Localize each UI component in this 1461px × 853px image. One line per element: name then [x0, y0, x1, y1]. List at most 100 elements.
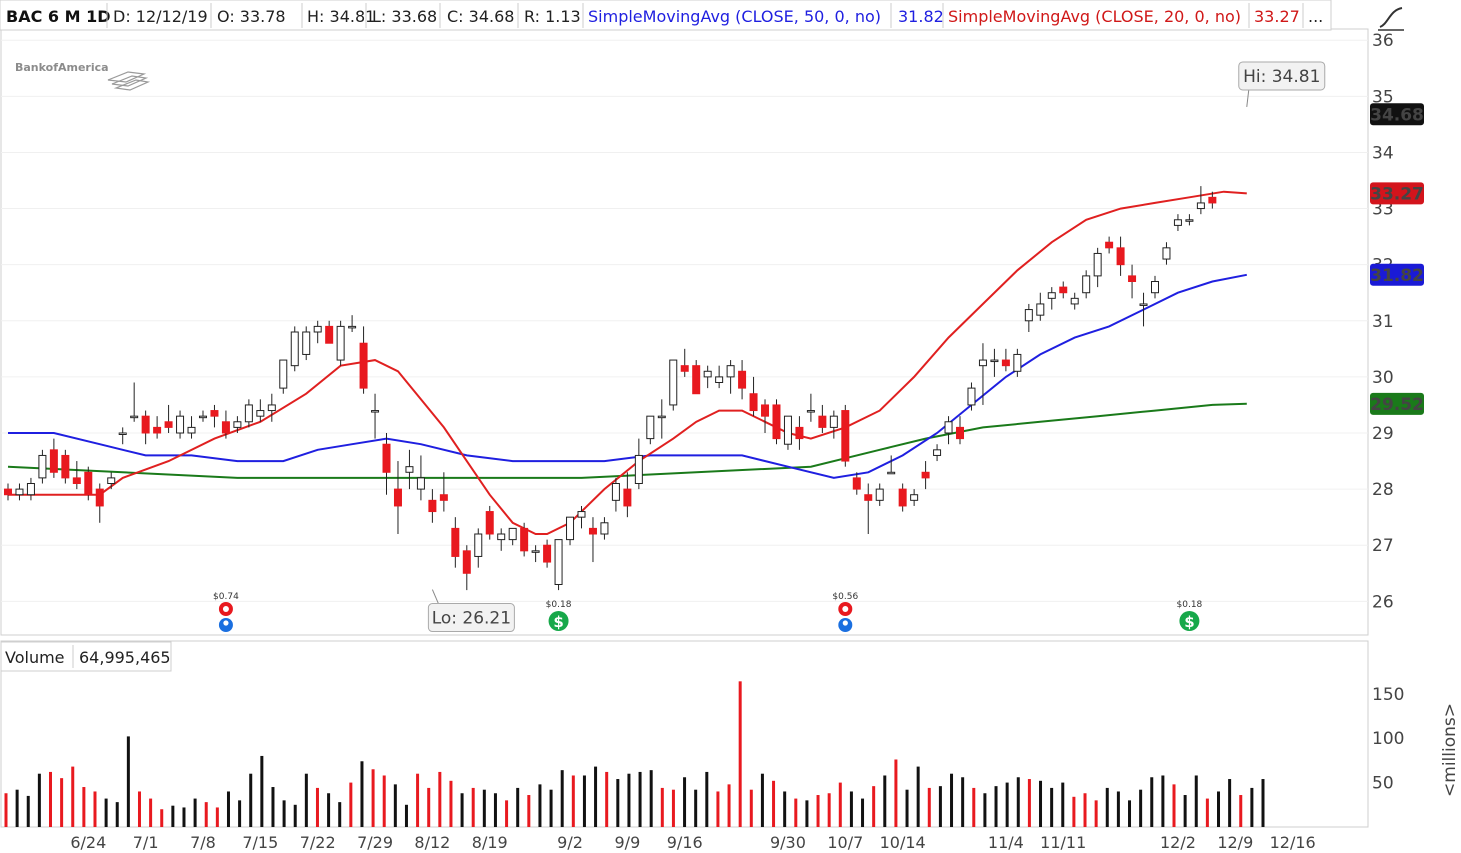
candle[interactable]	[1059, 281, 1068, 299]
volume-bar[interactable]	[916, 766, 920, 827]
volume-bar[interactable]	[249, 773, 253, 827]
volume-bar[interactable]	[694, 789, 698, 827]
volume-bar[interactable]	[1261, 779, 1265, 827]
volume-bar[interactable]	[360, 761, 364, 827]
volume-bar[interactable]	[805, 800, 809, 827]
candle[interactable]	[210, 404, 219, 428]
volume-bar[interactable]	[1217, 791, 1221, 827]
volume-bar[interactable]	[293, 804, 297, 827]
candle[interactable]	[715, 365, 724, 389]
candle[interactable]	[244, 399, 253, 428]
volume-bar[interactable]	[549, 789, 553, 827]
volume-bar[interactable]	[93, 791, 97, 827]
volume-bar[interactable]	[883, 775, 887, 827]
volume-bar[interactable]	[538, 784, 542, 827]
volume-bar[interactable]	[1250, 787, 1254, 827]
candle[interactable]	[566, 516, 575, 546]
candle[interactable]	[910, 489, 919, 506]
candle[interactable]	[554, 539, 563, 591]
earnings-icon[interactable]: $0.56	[832, 592, 858, 632]
volume-bar[interactable]	[738, 681, 742, 827]
candle[interactable]	[416, 455, 425, 501]
candle[interactable]	[692, 360, 701, 395]
volume-bar[interactable]	[238, 800, 242, 827]
volume-bar[interactable]	[126, 736, 130, 827]
candle[interactable]	[623, 472, 632, 518]
candle[interactable]	[588, 517, 597, 563]
volume-bar[interactable]	[1072, 796, 1076, 827]
candle[interactable]	[497, 528, 506, 551]
candle[interactable]	[371, 393, 380, 439]
candle[interactable]	[4, 483, 12, 501]
candle[interactable]	[1001, 348, 1010, 372]
candle[interactable]	[818, 404, 827, 433]
volume-bar[interactable]	[816, 795, 820, 827]
candle[interactable]	[990, 348, 999, 377]
volume-bar[interactable]	[983, 793, 987, 827]
volume-bar[interactable]	[104, 798, 108, 827]
candle[interactable]	[84, 466, 93, 501]
dividend-icon[interactable]: $0.18 $	[546, 600, 572, 631]
volume-bar[interactable]	[71, 766, 75, 827]
volume-bar[interactable]	[160, 809, 164, 827]
volume-bar[interactable]	[404, 804, 408, 827]
volume-bar[interactable]	[1116, 791, 1120, 827]
candle[interactable]	[841, 404, 850, 467]
candle[interactable]	[233, 416, 242, 433]
volume-bar[interactable]	[82, 787, 86, 827]
candle[interactable]	[1208, 191, 1217, 209]
volume-bar[interactable]	[794, 798, 798, 827]
volume-bar[interactable]	[1094, 800, 1098, 827]
candle[interactable]	[393, 461, 402, 534]
volume-bar[interactable]	[493, 793, 497, 827]
candle[interactable]	[852, 472, 861, 495]
volume-bar[interactable]	[1183, 795, 1187, 827]
candle[interactable]	[864, 483, 873, 535]
candle[interactable]	[1013, 348, 1022, 377]
volume-bar[interactable]	[26, 795, 30, 827]
candle[interactable]	[49, 438, 58, 478]
candle[interactable]	[267, 393, 276, 422]
candle[interactable]	[164, 404, 173, 433]
volume-bar[interactable]	[1161, 775, 1165, 827]
volume-bar[interactable]	[516, 787, 520, 827]
candle[interactable]	[749, 376, 758, 417]
volume-bar[interactable]	[861, 798, 865, 827]
candle[interactable]	[543, 539, 552, 568]
volume-bar[interactable]	[1172, 784, 1176, 827]
volume-bar[interactable]	[649, 770, 653, 827]
candlesticks[interactable]	[4, 186, 1217, 591]
candle[interactable]	[1128, 264, 1137, 299]
candle[interactable]	[428, 489, 437, 523]
candle[interactable]	[141, 410, 150, 445]
candle[interactable]	[107, 472, 116, 490]
volume-bar[interactable]	[338, 802, 342, 827]
candle[interactable]	[611, 477, 620, 512]
candle[interactable]	[978, 343, 987, 405]
candle[interactable]	[933, 444, 942, 462]
candle[interactable]	[118, 427, 127, 445]
candle[interactable]	[634, 438, 643, 490]
volume-bar[interactable]	[382, 775, 386, 827]
volume-bar[interactable]	[149, 798, 153, 827]
candle[interactable]	[783, 415, 792, 450]
candle[interactable]	[336, 320, 345, 366]
volume-bar[interactable]	[1016, 777, 1020, 827]
volume-bar[interactable]	[471, 787, 475, 827]
volume-bar[interactable]	[371, 769, 375, 827]
candle[interactable]	[153, 416, 162, 439]
candle[interactable]	[451, 517, 460, 568]
volume-bar[interactable]	[327, 793, 331, 827]
volume-bar[interactable]	[594, 766, 598, 827]
candle[interactable]	[38, 449, 47, 484]
candle[interactable]	[646, 415, 655, 445]
candle[interactable]	[680, 348, 689, 377]
candle[interactable]	[26, 477, 35, 501]
volume-bar[interactable]	[193, 798, 197, 827]
volume-bar[interactable]	[938, 786, 942, 827]
candle[interactable]	[176, 410, 185, 439]
volume-bar[interactable]	[1083, 793, 1087, 827]
volume-bar[interactable]	[571, 775, 575, 827]
candle[interactable]	[1070, 292, 1079, 310]
volume-bar[interactable]	[727, 784, 731, 827]
